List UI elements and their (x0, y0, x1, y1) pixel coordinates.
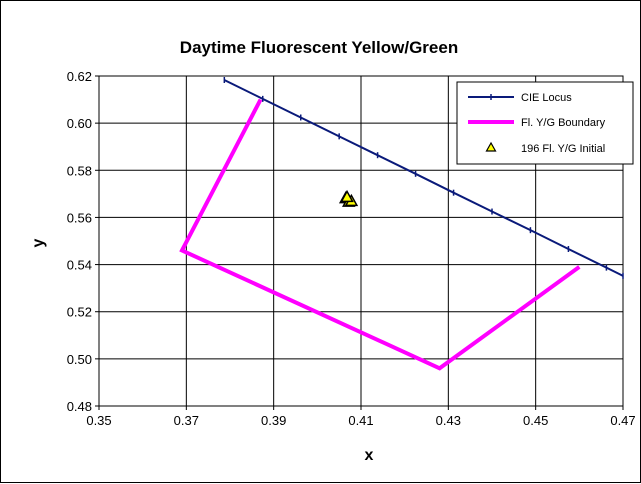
series-layer (179, 77, 624, 371)
chart-title: Daytime Fluorescent Yellow/Green (180, 38, 458, 57)
x-tick-label: 0.35 (86, 413, 111, 428)
tick-labels: 0.35 0.37 0.39 0.41 0.43 0.45 0.47 0.48 0.50 0.52… (67, 69, 636, 428)
x-tick-label: 0.47 (610, 413, 635, 428)
y-tick-label: 0.58 (67, 163, 92, 178)
legend-label: Fl. Y/G Boundary (521, 117, 606, 129)
cie-locus-line (223, 79, 623, 277)
y-axis-label: y (30, 238, 47, 247)
y-tick-label: 0.56 (67, 210, 92, 225)
y-tick-label: 0.48 (67, 399, 92, 414)
legend-swatch-initial (485, 141, 497, 152)
legend-label: 196 Fl. Y/G Initial (521, 143, 605, 155)
y-tick-label: 0.52 (67, 305, 92, 320)
boundary-line (179, 98, 581, 371)
x-tick-label: 0.39 (261, 413, 286, 428)
legend-label: CIE Locus (521, 92, 572, 104)
x-axis-label: x (365, 447, 374, 464)
x-tick-label: 0.43 (436, 413, 461, 428)
x-tick-label: 0.37 (174, 413, 199, 428)
x-tick-label: 0.41 (348, 413, 373, 428)
y-tick-label: 0.54 (67, 258, 92, 273)
y-tick-label: 0.62 (67, 69, 92, 84)
x-tick-label: 0.45 (523, 413, 548, 428)
y-tick-label: 0.60 (67, 116, 92, 131)
y-tick-label: 0.50 (67, 352, 92, 367)
legend: CIE Locus Fl. Y/G Boundary 196 Fl. Y/G Ini… (456, 81, 634, 165)
initial-point (340, 189, 354, 203)
